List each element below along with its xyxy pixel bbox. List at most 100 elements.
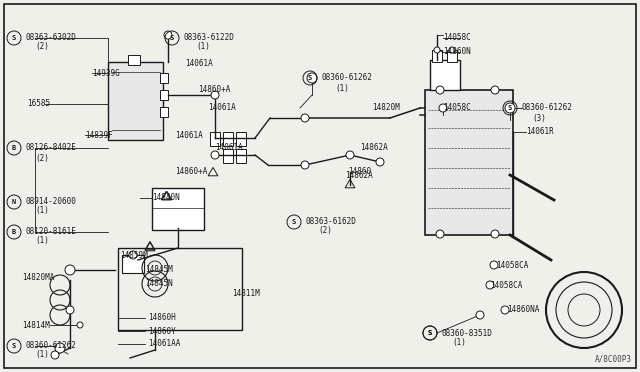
Text: S: S <box>12 35 16 41</box>
Circle shape <box>486 281 494 289</box>
Text: (1): (1) <box>35 350 49 359</box>
Circle shape <box>51 351 59 359</box>
Text: (2): (2) <box>318 227 332 235</box>
Text: S: S <box>428 330 432 336</box>
Circle shape <box>346 151 354 159</box>
Circle shape <box>55 343 65 353</box>
Circle shape <box>211 151 219 159</box>
Text: 08126-8402E: 08126-8402E <box>26 144 77 153</box>
Text: 14061A: 14061A <box>185 58 212 67</box>
Text: 08360-61262: 08360-61262 <box>522 103 573 112</box>
Text: 16585: 16585 <box>27 99 50 109</box>
Circle shape <box>505 103 515 113</box>
Circle shape <box>501 306 509 314</box>
Bar <box>223 132 233 146</box>
Text: 08363-6122D: 08363-6122D <box>183 33 234 42</box>
Text: 14845N: 14845N <box>145 279 173 289</box>
Text: (1): (1) <box>335 83 349 93</box>
Text: N: N <box>12 199 16 205</box>
Bar <box>425 90 513 235</box>
Bar <box>447 50 457 62</box>
Text: 14061A: 14061A <box>215 144 243 153</box>
Circle shape <box>301 114 309 122</box>
Circle shape <box>436 86 444 94</box>
Text: 14845M: 14845M <box>145 266 173 275</box>
Text: (1): (1) <box>196 42 210 51</box>
Text: A/8C00P3: A/8C00P3 <box>595 355 632 364</box>
Bar <box>236 149 246 163</box>
Text: 14840N: 14840N <box>152 193 180 202</box>
Bar <box>160 107 168 117</box>
Circle shape <box>307 73 317 83</box>
Text: 08360-61262: 08360-61262 <box>321 74 372 83</box>
Circle shape <box>129 251 137 259</box>
Text: 14061AA: 14061AA <box>148 340 180 349</box>
Circle shape <box>77 322 83 328</box>
Text: 14058CA: 14058CA <box>496 260 529 269</box>
Text: 14859M: 14859M <box>120 250 148 260</box>
Bar <box>128 55 140 65</box>
Text: S: S <box>292 219 296 225</box>
Circle shape <box>66 306 74 314</box>
Text: 14860+A: 14860+A <box>175 167 207 176</box>
Text: S: S <box>12 343 16 349</box>
Bar <box>108 62 163 140</box>
Circle shape <box>491 86 499 94</box>
Text: 14058CA: 14058CA <box>490 282 522 291</box>
Bar <box>160 73 168 83</box>
Text: 14839F: 14839F <box>85 131 113 140</box>
Text: 08914-20600: 08914-20600 <box>26 198 77 206</box>
Text: 14860N: 14860N <box>443 48 471 57</box>
Text: (3): (3) <box>532 113 546 122</box>
Text: 14862A: 14862A <box>345 170 372 180</box>
Text: 14061A: 14061A <box>175 131 203 140</box>
Bar <box>236 132 246 146</box>
Circle shape <box>376 158 384 166</box>
Text: 14061A: 14061A <box>208 103 236 112</box>
Circle shape <box>65 265 75 275</box>
Text: 08120-8161E: 08120-8161E <box>26 228 77 237</box>
Text: S: S <box>308 75 312 81</box>
Bar <box>160 90 168 100</box>
Circle shape <box>491 230 499 238</box>
Text: 14860NA: 14860NA <box>507 305 540 314</box>
Text: 14860+A: 14860+A <box>198 86 230 94</box>
Text: (1): (1) <box>35 206 49 215</box>
Bar <box>432 50 442 62</box>
Bar <box>223 149 233 163</box>
Text: S: S <box>170 35 174 41</box>
Circle shape <box>436 230 444 238</box>
Text: 08363-6302D: 08363-6302D <box>26 33 77 42</box>
Text: S: S <box>508 105 512 111</box>
Text: 14820MA: 14820MA <box>22 273 54 282</box>
Circle shape <box>434 47 440 53</box>
Bar <box>152 188 204 230</box>
Text: 14860Y: 14860Y <box>148 327 176 336</box>
Text: (1): (1) <box>35 237 49 246</box>
Circle shape <box>301 161 309 169</box>
Text: (2): (2) <box>35 42 49 51</box>
Text: 14939G: 14939G <box>92 68 120 77</box>
Circle shape <box>211 91 219 99</box>
Circle shape <box>164 31 172 39</box>
Bar <box>118 248 242 330</box>
Text: 14814M: 14814M <box>22 321 50 330</box>
Text: (1): (1) <box>452 337 466 346</box>
Bar <box>430 60 460 90</box>
Text: 14820M: 14820M <box>372 103 400 112</box>
Text: 14862A: 14862A <box>360 144 388 153</box>
Circle shape <box>439 104 447 112</box>
Text: B: B <box>12 229 16 235</box>
Text: 08360-8351D: 08360-8351D <box>441 328 492 337</box>
Text: 14811M: 14811M <box>232 289 260 298</box>
Text: 14860: 14860 <box>348 167 371 176</box>
Text: 14860H: 14860H <box>148 314 176 323</box>
Text: 14061R: 14061R <box>526 128 554 137</box>
Text: B: B <box>12 145 16 151</box>
Text: 08360-61262: 08360-61262 <box>26 341 77 350</box>
Circle shape <box>449 47 455 53</box>
Text: 14058C: 14058C <box>443 103 471 112</box>
Bar <box>210 132 220 146</box>
Circle shape <box>490 261 498 269</box>
Text: 14058C: 14058C <box>443 33 471 42</box>
